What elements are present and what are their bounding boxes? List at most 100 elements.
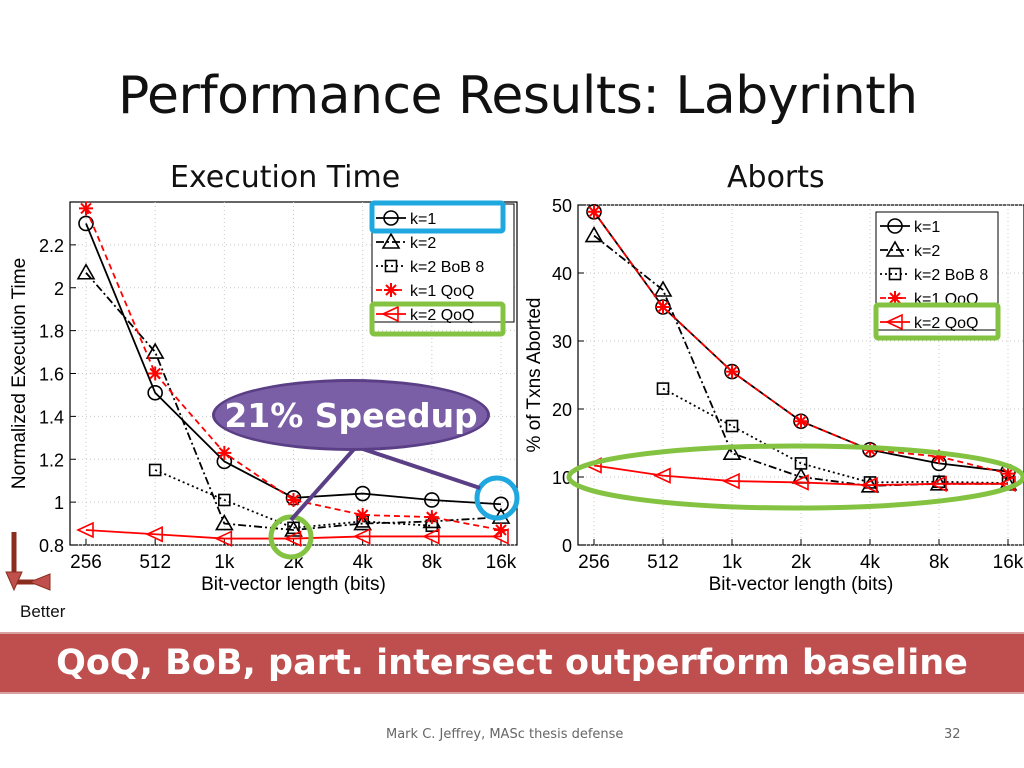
data-point bbox=[656, 382, 670, 395]
legend-label: k=2 QoQ bbox=[410, 307, 474, 324]
legend-label: k=2 QoQ bbox=[914, 315, 978, 332]
data-point bbox=[218, 493, 231, 507]
y-tick-label: 1 bbox=[54, 493, 64, 513]
data-point bbox=[352, 528, 371, 545]
y-tick-label: 1.2 bbox=[39, 450, 64, 470]
16k-highlight-circle bbox=[474, 475, 520, 521]
data-point bbox=[725, 419, 739, 433]
data-point bbox=[929, 475, 947, 493]
data-point bbox=[76, 521, 94, 539]
y-tick-label: 0.8 bbox=[39, 536, 64, 556]
qoq-aborts-highlight-ellipse bbox=[566, 443, 1024, 511]
data-point bbox=[1001, 466, 1015, 481]
x-tick-label: 512 bbox=[647, 552, 679, 573]
data-point bbox=[217, 445, 232, 460]
x-axis-label: Bit-vector length (bits) bbox=[201, 574, 386, 595]
chart-2-title: Aborts bbox=[727, 160, 825, 195]
data-point bbox=[794, 414, 808, 429]
charts-canvas: 0.8 1 1.2 1.4 1.6 1.8 2 2.2 256 512 1k 2k 4k 8k 16k Bit… bbox=[5, 196, 1024, 595]
better-label: Better bbox=[20, 602, 66, 621]
data-point bbox=[424, 510, 439, 525]
page-number: 32 bbox=[944, 727, 961, 742]
legend-label: k=2 BoB 8 bbox=[410, 259, 484, 276]
footer-author: Mark C. Jeffrey, MASc thesis defense bbox=[386, 727, 624, 742]
conclusion-banner: QoQ, BoB, part. intersect outperform bas… bbox=[0, 632, 1024, 694]
data-point bbox=[214, 513, 234, 531]
better-arrow-left-head bbox=[28, 573, 51, 591]
legend-marker bbox=[888, 267, 902, 281]
y-axis-label: Normalized Execution Time bbox=[9, 258, 30, 489]
legend-marker bbox=[383, 210, 399, 226]
x-tick-label: 1k bbox=[722, 552, 743, 573]
data-point bbox=[932, 449, 946, 464]
legend-marker bbox=[381, 232, 401, 249]
y-tick-label: 40 bbox=[552, 264, 572, 284]
data-point bbox=[147, 384, 163, 401]
series-line bbox=[85, 529, 501, 540]
y-axis-label: % of Txns Aborted bbox=[524, 298, 545, 453]
data-point bbox=[214, 530, 233, 547]
x-tick-label: 2k bbox=[791, 552, 812, 573]
data-point bbox=[145, 526, 163, 543]
data-point bbox=[283, 530, 302, 547]
data-point bbox=[354, 485, 371, 502]
y-tick-label: 2 bbox=[54, 279, 64, 299]
data-point bbox=[355, 507, 370, 522]
k2qoq-legend-highlight bbox=[369, 301, 506, 337]
legend-label: k=2 BoB 8 bbox=[914, 267, 988, 284]
legend-marker bbox=[384, 283, 398, 297]
data-point bbox=[491, 528, 509, 545]
chart-2: 0 10 20 30 40 50 256 512 1k 2k 4k 8k 16k Bit-vector l… bbox=[524, 196, 1024, 595]
legend-label: k=1 QoQ bbox=[410, 283, 474, 300]
y-tick-label: 2.2 bbox=[39, 236, 64, 256]
y-tick-label: 1.4 bbox=[39, 407, 64, 427]
series-k=2 QoQ bbox=[76, 521, 509, 547]
legend-marker bbox=[887, 218, 903, 234]
legend-label: k=1 bbox=[410, 211, 436, 228]
data-point bbox=[860, 476, 878, 494]
data-point bbox=[148, 366, 163, 381]
better-arrow-down-head bbox=[5, 571, 23, 592]
series-line bbox=[593, 464, 1008, 487]
data-point bbox=[424, 492, 440, 508]
data-point bbox=[287, 521, 300, 535]
data-point bbox=[494, 522, 508, 537]
legend-marker bbox=[888, 291, 902, 305]
data-point bbox=[587, 204, 601, 219]
data-point bbox=[722, 472, 740, 490]
legend-marker bbox=[885, 240, 905, 257]
data-point bbox=[794, 457, 808, 470]
x-tick-label: 16k bbox=[486, 552, 517, 573]
data-point bbox=[863, 476, 877, 489]
data-point bbox=[78, 215, 94, 232]
legend-marker bbox=[384, 259, 398, 273]
x-tick-label: 16k bbox=[993, 552, 1024, 573]
x-tick-label: 256 bbox=[578, 552, 610, 573]
x-tick-label: 256 bbox=[70, 552, 102, 573]
y-tick-label: 0 bbox=[562, 536, 572, 556]
slide-title: Performance Results: Labyrinth bbox=[118, 66, 918, 126]
data-point bbox=[79, 201, 93, 216]
x-tick-label: 8k bbox=[929, 552, 950, 573]
x-tick-label: 512 bbox=[139, 552, 171, 573]
callout-pointer-16k bbox=[359, 446, 481, 490]
data-point bbox=[284, 520, 303, 537]
conclusion-banner-text: QoQ, BoB, part. intersect outperform bas… bbox=[56, 643, 968, 683]
legend-label: k=1 bbox=[914, 219, 940, 236]
speedup-callout: 21% Speedup bbox=[212, 379, 490, 451]
y-tick-label: 10 bbox=[552, 468, 572, 488]
data-point bbox=[584, 225, 604, 243]
y-tick-label: 50 bbox=[552, 196, 572, 216]
series-k=2 QoQ bbox=[584, 457, 1016, 494]
x-tick-label: 1k bbox=[214, 552, 235, 573]
y-tick-label: 30 bbox=[552, 332, 572, 352]
k1-legend-highlight bbox=[369, 200, 506, 234]
highlights bbox=[268, 200, 1024, 560]
data-point bbox=[286, 492, 301, 507]
data-point bbox=[791, 474, 809, 491]
y-tick-label: 1.8 bbox=[39, 322, 64, 342]
data-point bbox=[145, 342, 165, 359]
data-point bbox=[725, 364, 739, 379]
legend-label: k=2 bbox=[410, 235, 436, 252]
